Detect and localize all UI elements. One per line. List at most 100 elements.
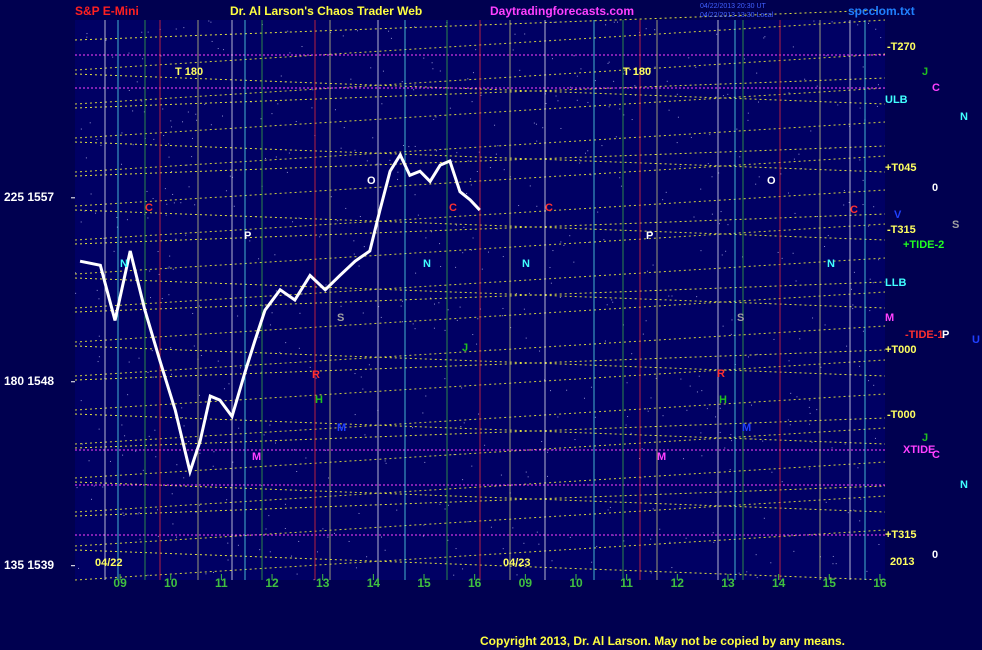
star [623, 540, 625, 542]
star [793, 550, 795, 552]
star [455, 548, 457, 550]
star [809, 423, 811, 425]
star [777, 251, 779, 253]
star [542, 127, 544, 129]
star [429, 297, 431, 299]
star [122, 512, 124, 514]
star [713, 541, 715, 543]
x-tick-label: 12 [671, 576, 685, 590]
star [706, 408, 708, 410]
star [86, 36, 88, 38]
star [122, 454, 124, 456]
star [384, 460, 386, 462]
star [196, 119, 198, 121]
star [693, 216, 695, 218]
star [727, 93, 729, 95]
star [634, 85, 636, 87]
annotation: 0 [932, 182, 938, 194]
star [103, 237, 105, 239]
website[interactable]: Daytradingforecasts.com [490, 4, 634, 18]
star [463, 422, 465, 424]
star [721, 254, 723, 256]
star [867, 225, 869, 227]
star [607, 62, 609, 64]
star [730, 333, 732, 335]
star [113, 250, 115, 252]
star [588, 241, 590, 243]
star [95, 212, 97, 214]
star [615, 136, 617, 138]
star [269, 551, 271, 553]
star [171, 373, 173, 375]
star [396, 509, 398, 511]
star [623, 73, 625, 75]
chart-title: Dr. Al Larson's Chaos Trader Web [230, 4, 422, 18]
star [263, 434, 265, 436]
star [188, 186, 190, 188]
star [859, 159, 861, 161]
star [868, 380, 870, 382]
star [210, 124, 212, 126]
star [862, 66, 864, 68]
star [711, 213, 713, 215]
star [449, 107, 451, 109]
star [796, 396, 798, 398]
star [718, 223, 720, 225]
star [81, 443, 83, 445]
star [859, 520, 861, 522]
star [857, 24, 859, 26]
star [837, 104, 839, 106]
star [435, 150, 437, 152]
star [414, 328, 416, 330]
star [502, 548, 504, 550]
annotation: R [312, 369, 320, 381]
annotation: O [367, 175, 376, 187]
star [484, 444, 486, 446]
star [605, 24, 607, 26]
annotation: S [737, 312, 744, 324]
star [353, 188, 355, 190]
star [423, 57, 425, 59]
star [654, 29, 656, 31]
star [546, 475, 548, 477]
x-tick-label: 11 [620, 576, 633, 590]
star [729, 469, 731, 471]
star [171, 493, 173, 495]
star [696, 296, 698, 298]
annotation: P [942, 329, 949, 341]
star [364, 434, 366, 436]
star [793, 158, 795, 160]
star [538, 543, 540, 545]
star [773, 338, 775, 340]
star [325, 449, 327, 451]
star [560, 241, 562, 243]
annotation: N [120, 258, 128, 270]
star [385, 462, 387, 464]
star [472, 237, 474, 239]
star [128, 361, 130, 363]
star [422, 535, 424, 537]
star [462, 568, 464, 570]
star [142, 58, 144, 60]
star [688, 57, 690, 59]
star [185, 234, 187, 236]
star [799, 338, 801, 340]
star [194, 204, 196, 206]
star [551, 560, 553, 562]
star [873, 206, 875, 208]
star [288, 152, 290, 154]
star [569, 536, 571, 538]
star [650, 572, 652, 574]
star [516, 293, 518, 295]
star [313, 579, 315, 581]
star [873, 384, 875, 386]
star [170, 120, 172, 122]
star [869, 278, 871, 280]
star [755, 554, 757, 556]
star [718, 172, 720, 174]
star [397, 178, 399, 180]
star [862, 330, 864, 332]
star [116, 217, 118, 219]
star [850, 288, 852, 290]
star [758, 176, 760, 178]
